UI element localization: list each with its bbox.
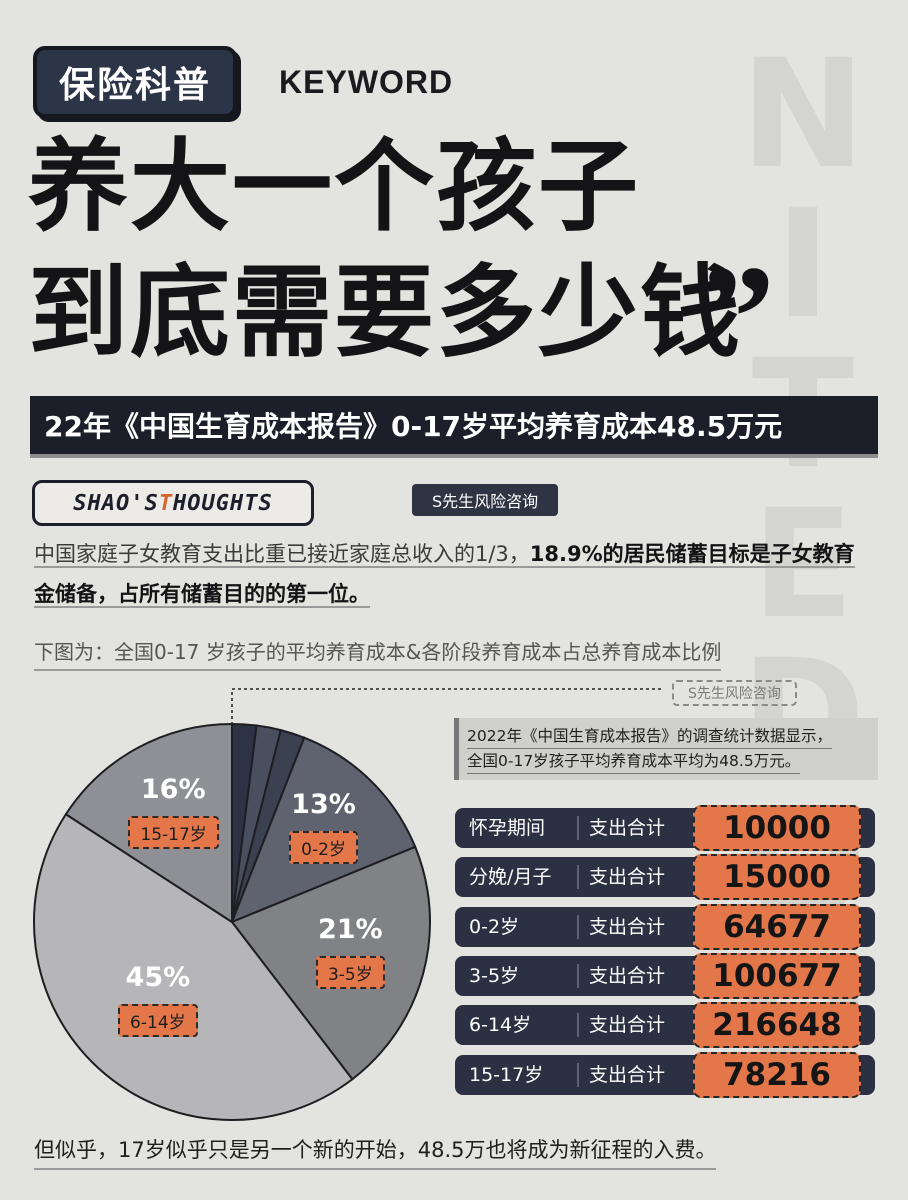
info-line-2: 全国0-17岁孩子平均养育成本平均为48.5万元。 xyxy=(467,749,801,774)
intro-part-2: 18.9%的居民储蓄目标是子女教育金储备，占所有储蓄目的的第一位。 xyxy=(34,542,855,608)
cost-label: 支出合计 xyxy=(589,817,666,839)
info-line-1: 2022年《中国生育成本报告》的调查统计数据显示， xyxy=(467,724,832,749)
cost-label: 支出合计 xyxy=(589,1014,666,1037)
footer-text: 但似乎，17岁似乎只是另一个新的开始，48.5万也将成为新征程的入费。 xyxy=(34,1134,717,1170)
cost-stage: 6-14岁 xyxy=(469,1014,532,1037)
cost-divider xyxy=(577,963,579,988)
cost-row: 怀孕期间 支出合计 10000 xyxy=(455,805,875,851)
headline-line-1: 养大一个孩子 xyxy=(28,128,640,245)
cost-stage: 分娩/月子 xyxy=(469,866,552,889)
intro-paragraph: 中国家庭子女教育支出比重已接近家庭总收入的1/3，18.9%的居民储蓄目标是子女… xyxy=(34,534,874,614)
pie-slice-6-14岁 xyxy=(33,812,354,1121)
slice-range-label: 0-2岁 xyxy=(289,830,358,864)
cost-divider xyxy=(577,1062,579,1087)
slice-range-label: 3-5岁 xyxy=(315,956,385,990)
cost-label: 支出合计 xyxy=(589,964,666,987)
intro-part-1: 中国家庭子女教育支出比重已接近家庭总收入的1/3， xyxy=(34,542,530,568)
slice-range-label: 6-14岁 xyxy=(118,1003,198,1037)
headline-line-2: 到底需要多少钱 xyxy=(28,254,742,371)
category-badge: 保险科普 xyxy=(33,46,238,118)
cost-row: 6-14岁 支出合计 216648 xyxy=(455,1002,875,1049)
chart-caption: 下图为：全国0-17 岁孩子的平均养育成本&各阶段养育成本占总养育成本比例 xyxy=(34,636,722,671)
cost-divider xyxy=(577,914,579,939)
slice-percent-label: 13% xyxy=(291,788,356,820)
cost-value: 78216 xyxy=(693,1051,861,1098)
source-tag: S先生风险咨询 xyxy=(412,484,559,516)
right-source-tag: S先生风险咨询 xyxy=(672,680,797,706)
info-box: 2022年《中国生育成本报告》的调查统计数据显示， 全国0-17岁孩子平均养育成… xyxy=(454,718,878,780)
cost-label: 支出合计 xyxy=(589,915,666,938)
cost-stage: 3-5岁 xyxy=(469,964,520,987)
cost-value: 216648 xyxy=(693,1002,861,1049)
thoughts-part-3: HOUGHTS xyxy=(173,490,273,516)
thoughts-label: SHAO'S T HOUGHTS xyxy=(32,480,314,526)
pie-slice-0-2岁 xyxy=(230,736,417,924)
thoughts-part-2: T xyxy=(158,490,173,516)
quote-mark: ” xyxy=(700,235,775,401)
header-row: 保险科普 KEYWORD xyxy=(33,46,453,118)
cost-label: 支出合计 xyxy=(589,866,666,889)
cost-row: 15-17岁 支出合计 78216 xyxy=(455,1051,875,1098)
cost-divider xyxy=(577,865,579,890)
subtitle-bar: 22年《中国生育成本报告》0-17岁平均养育成本48.5万元 xyxy=(30,396,878,454)
cost-row: 分娩/月子 支出合计 15000 xyxy=(455,854,875,901)
slice-range-label: 15-17岁 xyxy=(128,816,219,850)
slice-percent-label: 16% xyxy=(140,774,206,806)
cost-stage: 15-17岁 xyxy=(469,1063,544,1086)
cost-stage: 怀孕期间 xyxy=(469,817,546,839)
slice-percent-label: 45% xyxy=(125,961,191,993)
cost-value: 64677 xyxy=(693,903,861,950)
pie-leader-line xyxy=(231,688,664,725)
cost-row: 3-5岁 支出合计 100677 xyxy=(455,952,875,999)
cost-row: 0-2岁 支出合计 64677 xyxy=(455,903,875,950)
cost-value: 100677 xyxy=(693,952,861,999)
cost-label: 支出合计 xyxy=(589,1063,666,1086)
keyword-label: KEYWORD xyxy=(279,63,454,100)
cost-divider xyxy=(577,1013,579,1038)
cost-stage: 0-2岁 xyxy=(469,915,520,938)
cost-value: 15000 xyxy=(693,854,861,901)
cost-divider xyxy=(577,816,579,840)
subtitle-text: 22年《中国生育成本报告》0-17岁平均养育成本48.5万元 xyxy=(44,410,783,443)
thoughts-part-1: SHAO'S xyxy=(73,490,159,516)
slice-percent-label: 21% xyxy=(317,914,383,946)
cost-value: 10000 xyxy=(693,805,861,851)
